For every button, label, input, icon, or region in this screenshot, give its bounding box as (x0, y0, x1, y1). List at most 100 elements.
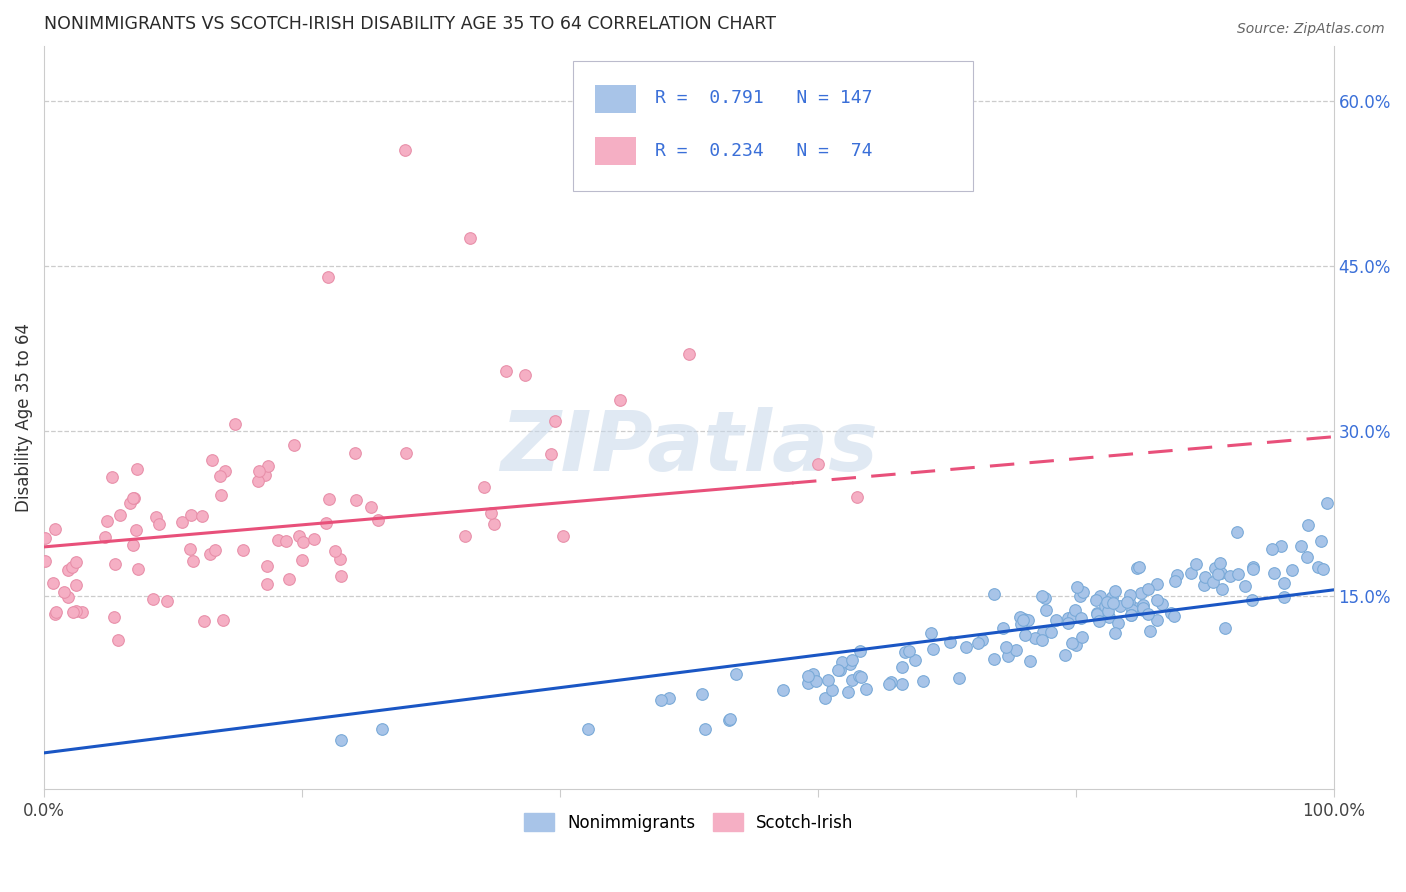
Point (1012, 613, 1035, 627)
Point (994, 640, 1017, 654)
Text: R =  0.791   N = 147: R = 0.791 N = 147 (655, 89, 873, 107)
Point (1204, 561, 1226, 575)
Point (198, 547, 221, 561)
Point (1130, 585, 1153, 599)
Point (62, 605, 84, 619)
Point (34, 554, 56, 568)
Point (56, 563, 79, 577)
Point (42, 575, 65, 590)
Point (717, 713, 740, 727)
Point (1066, 580, 1088, 594)
Point (1146, 613, 1168, 627)
Point (1062, 609, 1084, 624)
Point (122, 538, 145, 552)
Point (283, 437, 305, 451)
Point (267, 533, 290, 547)
Point (838, 657, 860, 671)
Point (1132, 603, 1154, 617)
Point (1107, 615, 1129, 630)
Point (814, 690, 837, 705)
Point (44, 522, 66, 536)
Point (1119, 588, 1142, 602)
Point (1104, 583, 1126, 598)
Point (1095, 595, 1118, 609)
Point (718, 712, 741, 726)
Point (1118, 594, 1140, 608)
Point (1040, 625, 1063, 640)
Point (801, 666, 824, 681)
Point (179, 542, 201, 557)
Point (831, 655, 853, 669)
Point (650, 693, 672, 707)
Point (329, 732, 352, 747)
FancyBboxPatch shape (595, 85, 636, 113)
Point (849, 644, 872, 658)
Point (1125, 561, 1147, 575)
Point (1116, 595, 1139, 609)
Point (344, 446, 367, 460)
Point (495, 364, 517, 378)
Point (898, 644, 921, 658)
Text: ZIPatlas: ZIPatlas (501, 407, 877, 488)
Point (209, 488, 232, 502)
Point (827, 663, 849, 677)
Point (44, 607, 66, 621)
Text: R =  0.234   N =  74: R = 0.234 N = 74 (655, 142, 873, 160)
Point (214, 464, 236, 478)
Point (1209, 556, 1232, 570)
Point (551, 528, 574, 542)
Point (1316, 496, 1339, 510)
Point (983, 587, 1005, 601)
Point (983, 652, 1005, 666)
Point (193, 615, 215, 629)
Point (367, 513, 389, 527)
Point (454, 529, 477, 543)
Point (201, 453, 224, 467)
Point (772, 682, 794, 697)
Point (1152, 598, 1174, 612)
Point (1308, 559, 1330, 574)
Point (1132, 598, 1154, 612)
Point (1272, 590, 1295, 604)
Point (1206, 566, 1229, 581)
Point (56, 591, 79, 605)
Point (329, 552, 352, 566)
Point (256, 558, 278, 573)
Point (955, 640, 977, 654)
Point (70, 605, 93, 619)
Point (1139, 624, 1161, 639)
Point (1291, 539, 1313, 553)
Point (172, 515, 194, 529)
Point (1032, 625, 1054, 640)
Point (1014, 628, 1036, 642)
Point (96, 514, 118, 528)
Point (1240, 592, 1263, 607)
Point (65, 604, 87, 618)
Point (828, 663, 851, 677)
Point (1309, 534, 1331, 549)
Point (1071, 584, 1094, 599)
Point (1123, 600, 1146, 615)
Point (45, 605, 67, 619)
Point (841, 652, 863, 666)
Point (181, 554, 204, 568)
Point (247, 464, 270, 478)
Point (1163, 609, 1185, 624)
Point (125, 523, 148, 537)
Point (371, 722, 394, 736)
Point (145, 509, 167, 524)
Point (122, 491, 145, 505)
Point (1136, 607, 1159, 621)
Point (1137, 582, 1160, 597)
Point (1060, 636, 1083, 650)
Point (1234, 579, 1257, 593)
Point (292, 534, 315, 549)
Point (939, 635, 962, 649)
Point (232, 542, 254, 557)
Point (142, 592, 165, 607)
Point (1296, 549, 1319, 564)
Point (841, 673, 863, 687)
Point (148, 516, 170, 531)
Point (395, 446, 418, 460)
Point (1201, 575, 1223, 590)
